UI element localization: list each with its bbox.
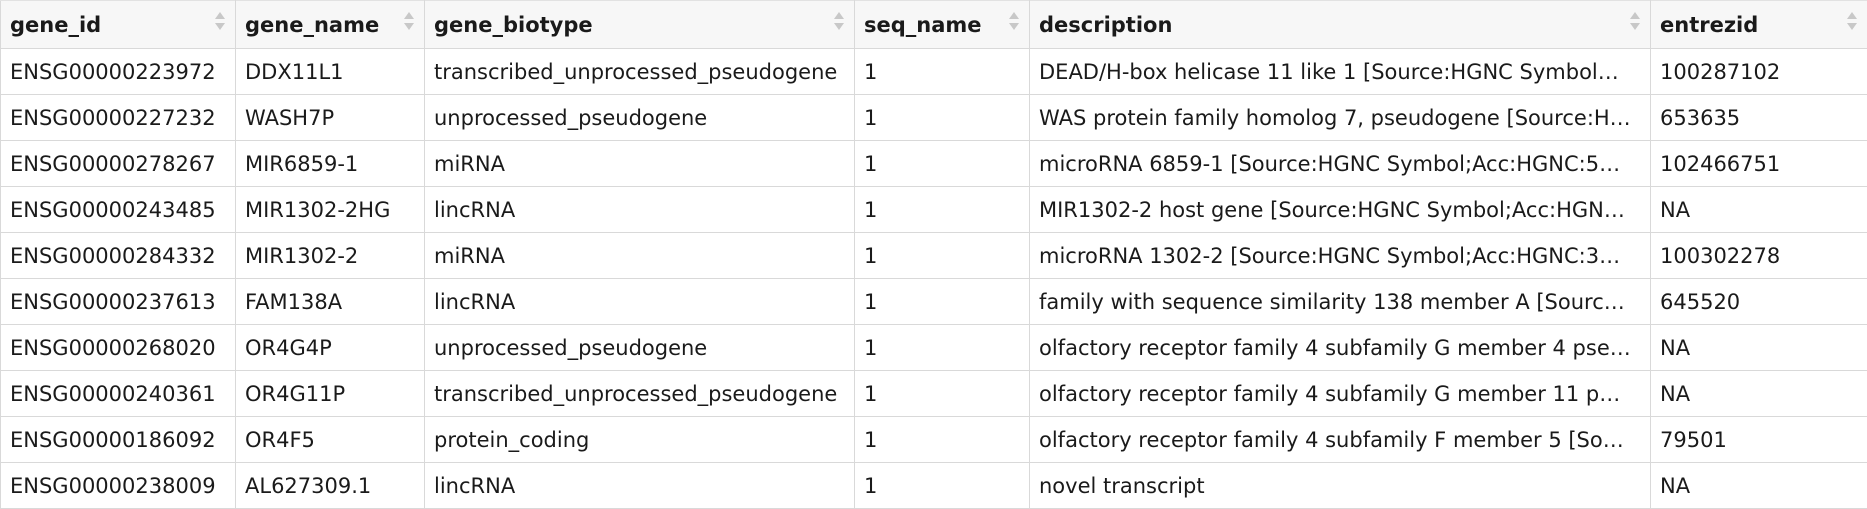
- table-cell-gene-name: DDX11L1: [235, 48, 425, 95]
- table-cell-gene-biotype: lincRNA: [424, 186, 855, 233]
- table-cell-gene-name: MIR1302-2: [235, 232, 425, 279]
- table-cell-seq-name: 1: [854, 94, 1030, 141]
- table-cell-description: microRNA 6859-1 [Source:HGNC Symbol;Acc:…: [1029, 140, 1651, 187]
- table-cell-description: DEAD/H-box helicase 11 like 1 [Source:HG…: [1029, 48, 1651, 95]
- table-cell-gene-biotype: protein_coding: [424, 416, 855, 463]
- table-cell-description: family with sequence similarity 138 memb…: [1029, 278, 1651, 325]
- table-cell-entrezid: 79501: [1650, 416, 1867, 463]
- table-cell-gene-biotype: unprocessed_pseudogene: [424, 94, 855, 141]
- table-row: ENSG00000227232 WASH7P unprocessed_pseudog…: [0, 94, 1867, 141]
- column-header-label: description: [1039, 12, 1173, 37]
- table-cell-gene-id: ENSG00000186092: [0, 416, 236, 463]
- column-header-gene-id[interactable]: gene_id: [0, 0, 236, 49]
- column-header-gene-biotype[interactable]: gene_biotype: [424, 0, 855, 49]
- table-cell-gene-id: ENSG00000278267: [0, 140, 236, 187]
- table-cell-gene-biotype: miRNA: [424, 140, 855, 187]
- table-row: ENSG00000223972 DDX11L1 transcribed_unproc…: [0, 48, 1867, 95]
- table-cell-seq-name: 1: [854, 232, 1030, 279]
- column-header-seq-name[interactable]: seq_name: [854, 0, 1030, 49]
- table-cell-gene-name: OR4G11P: [235, 370, 425, 417]
- table-cell-gene-name: MIR6859-1: [235, 140, 425, 187]
- column-header-label: gene_id: [10, 12, 102, 37]
- table-cell-gene-id: ENSG00000284332: [0, 232, 236, 279]
- table-cell-description: microRNA 1302-2 [Source:HGNC Symbol;Acc:…: [1029, 232, 1651, 279]
- table-cell-gene-id: ENSG00000237613: [0, 278, 236, 325]
- table-cell-gene-id: ENSG00000223972: [0, 48, 236, 95]
- sort-arrows-icon[interactable]: [1629, 9, 1641, 33]
- table-body: ENSG00000223972 DDX11L1 transcribed_unproc…: [0, 48, 1867, 509]
- column-header-label: gene_biotype: [434, 12, 593, 37]
- table-cell-entrezid: NA: [1650, 324, 1867, 371]
- column-header-gene-name[interactable]: gene_name: [235, 0, 425, 49]
- table-cell-seq-name: 1: [854, 370, 1030, 417]
- table-cell-seq-name: 1: [854, 278, 1030, 325]
- column-header-description[interactable]: description: [1029, 0, 1651, 49]
- table-cell-entrezid: 100287102: [1650, 48, 1867, 95]
- table-cell-seq-name: 1: [854, 186, 1030, 233]
- sort-arrows-icon[interactable]: [214, 9, 226, 33]
- sort-arrows-icon[interactable]: [403, 9, 415, 33]
- table-cell-gene-name: OR4G4P: [235, 324, 425, 371]
- table-cell-entrezid: NA: [1650, 462, 1867, 509]
- column-header-label: entrezid: [1660, 12, 1759, 37]
- table-cell-gene-name: MIR1302-2HG: [235, 186, 425, 233]
- header-row: gene_id gene_name gene_biotype seq_name desc…: [0, 0, 1867, 49]
- table-cell-seq-name: 1: [854, 462, 1030, 509]
- table-row: ENSG00000284332 MIR1302-2 miRNA 1 microRNA 1…: [0, 232, 1867, 279]
- sort-arrows-icon[interactable]: [1008, 9, 1020, 33]
- column-header-label: gene_name: [245, 12, 380, 37]
- table-row: ENSG00000238009 AL627309.1 lincRNA 1 novel t…: [0, 462, 1867, 509]
- table-cell-entrezid: NA: [1650, 370, 1867, 417]
- table-cell-gene-biotype: unprocessed_pseudogene: [424, 324, 855, 371]
- sort-arrows-icon[interactable]: [833, 9, 845, 33]
- table-cell-entrezid: 100302278: [1650, 232, 1867, 279]
- table-cell-gene-biotype: transcribed_unprocessed_pseudogene: [424, 48, 855, 95]
- table-row: ENSG00000237613 FAM138A lincRNA 1 family wit…: [0, 278, 1867, 325]
- table-cell-entrezid: 102466751: [1650, 140, 1867, 187]
- table-row: ENSG00000268020 OR4G4P unprocessed_pseudog…: [0, 324, 1867, 371]
- table-cell-gene-biotype: lincRNA: [424, 278, 855, 325]
- table-row: ENSG00000243485 MIR1302-2HG lincRNA 1 MIR130…: [0, 186, 1867, 233]
- table-cell-gene-id: ENSG00000243485: [0, 186, 236, 233]
- table-cell-gene-id: ENSG00000238009: [0, 462, 236, 509]
- table-cell-entrezid: 645520: [1650, 278, 1867, 325]
- table-cell-gene-id: ENSG00000268020: [0, 324, 236, 371]
- table-row: ENSG00000240361 OR4G11P transcribed_unproc…: [0, 370, 1867, 417]
- table-cell-gene-name: WASH7P: [235, 94, 425, 141]
- table-cell-gene-name: OR4F5: [235, 416, 425, 463]
- table-cell-gene-id: ENSG00000227232: [0, 94, 236, 141]
- table-cell-gene-name: AL627309.1: [235, 462, 425, 509]
- table-cell-description: novel transcript: [1029, 462, 1651, 509]
- table-cell-entrezid: NA: [1650, 186, 1867, 233]
- table-cell-gene-biotype: transcribed_unprocessed_pseudogene: [424, 370, 855, 417]
- table-cell-entrezid: 653635: [1650, 94, 1867, 141]
- table-cell-description: WAS protein family homolog 7, pseudogene…: [1029, 94, 1651, 141]
- table-cell-gene-biotype: miRNA: [424, 232, 855, 279]
- table-cell-description: MIR1302-2 host gene [Source:HGNC Symbol;…: [1029, 186, 1651, 233]
- table-cell-gene-name: FAM138A: [235, 278, 425, 325]
- table-row: ENSG00000186092 OR4F5 protein_coding 1 olfac…: [0, 416, 1867, 463]
- table-cell-gene-id: ENSG00000240361: [0, 370, 236, 417]
- column-header-entrezid[interactable]: entrezid: [1650, 0, 1867, 49]
- table-cell-description: olfactory receptor family 4 subfamily F …: [1029, 416, 1651, 463]
- table-cell-seq-name: 1: [854, 324, 1030, 371]
- sort-arrows-icon[interactable]: [1846, 9, 1858, 33]
- table-cell-gene-biotype: lincRNA: [424, 462, 855, 509]
- table-cell-description: olfactory receptor family 4 subfamily G …: [1029, 370, 1651, 417]
- table-row: ENSG00000278267 MIR6859-1 miRNA 1 microRNA 6…: [0, 140, 1867, 187]
- table-cell-seq-name: 1: [854, 416, 1030, 463]
- table-cell-seq-name: 1: [854, 140, 1030, 187]
- table-cell-description: olfactory receptor family 4 subfamily G …: [1029, 324, 1651, 371]
- table-cell-seq-name: 1: [854, 48, 1030, 95]
- column-header-label: seq_name: [864, 12, 982, 37]
